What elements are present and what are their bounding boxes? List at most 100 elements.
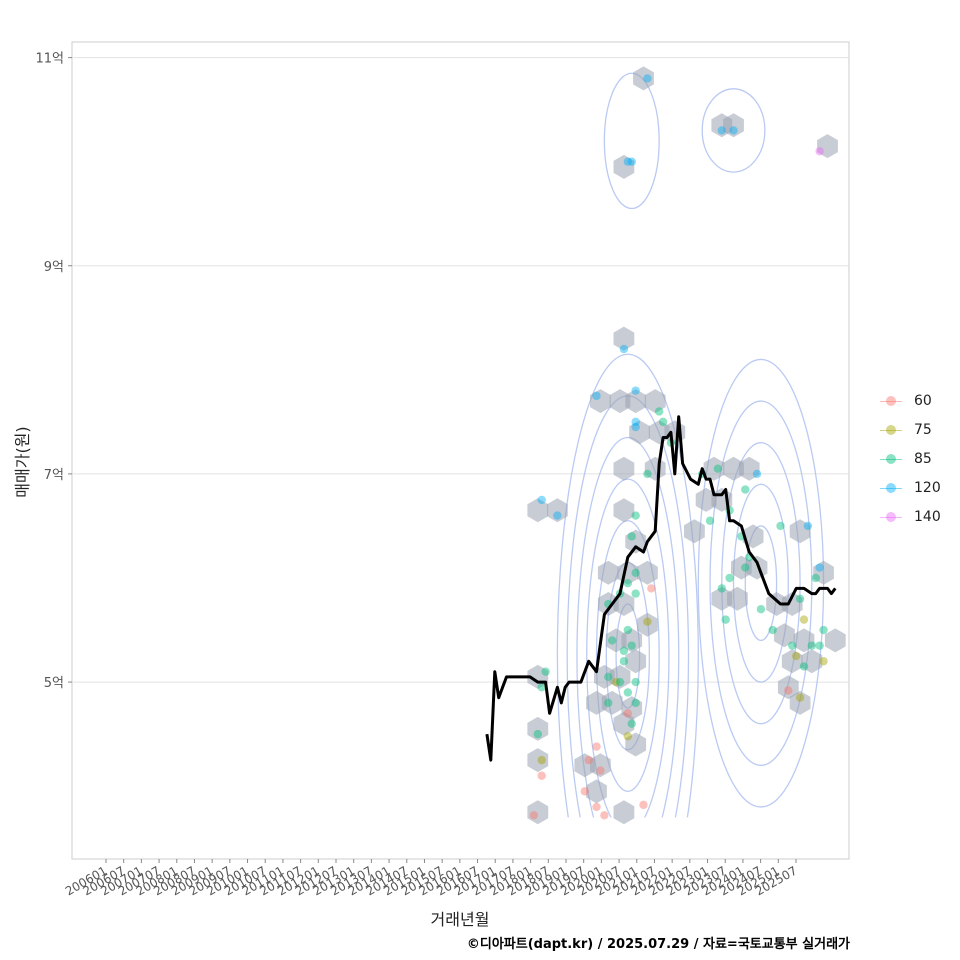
hexbin-cell	[727, 586, 748, 611]
y-tick-label: 11억	[35, 52, 64, 67]
data-point-120	[643, 74, 652, 83]
data-point-85	[705, 516, 715, 525]
data-point-85	[541, 667, 550, 676]
legend-label: 120	[914, 479, 941, 496]
hexbin-cell	[731, 555, 752, 580]
data-point-120	[631, 422, 640, 432]
hexbin-cell	[703, 456, 725, 481]
data-point-120	[631, 386, 640, 395]
data-point-75	[795, 693, 805, 702]
hexbin-cell	[789, 690, 811, 715]
x-axis-ticks: 2006012006072007012007072008012008072009…	[63, 859, 800, 899]
hexbin-cell	[613, 326, 635, 351]
data-point-60	[596, 766, 605, 775]
hexbin-cell	[597, 560, 619, 585]
hexbin-cell	[774, 623, 795, 648]
hexbin-cell	[801, 649, 823, 674]
hexbin-cell	[613, 800, 635, 825]
data-point-85	[533, 729, 543, 739]
density-contour	[744, 525, 778, 642]
data-point-75	[791, 651, 801, 661]
data-point-85	[654, 407, 664, 416]
data-point-85	[619, 646, 629, 656]
hexbin-cell	[605, 628, 627, 653]
data-point-85	[799, 662, 809, 671]
data-point-85	[721, 615, 730, 624]
data-point-75	[819, 657, 828, 666]
hexbin-cell	[629, 420, 650, 445]
hexbin-cell	[586, 690, 607, 715]
data-point-120	[752, 469, 762, 479]
data-point-120	[729, 126, 738, 135]
data-point-60	[639, 800, 648, 810]
median-trend-line	[485, 415, 837, 762]
legend-key-icon	[876, 449, 906, 469]
data-point-85	[741, 563, 750, 572]
legend-label: 60	[914, 392, 932, 409]
data-point-75	[611, 677, 621, 687]
data-point-85	[807, 641, 817, 650]
data-point-85	[631, 677, 640, 687]
density-contour	[732, 483, 789, 683]
data-point-85	[811, 573, 820, 583]
data-point-75	[623, 731, 633, 741]
density-contour	[595, 520, 660, 793]
y-axis-label: 매매가(원)	[13, 426, 32, 498]
legend-label: 75	[914, 421, 932, 438]
data-point-85	[776, 521, 785, 531]
data-point-85	[631, 511, 640, 520]
y-tick-label: 5억	[44, 676, 64, 691]
data-point-75	[537, 755, 546, 765]
legend-item-140: 140	[876, 502, 941, 531]
data-point-85	[741, 485, 750, 494]
hexbin-cell	[547, 498, 568, 523]
hexbin-cell	[601, 690, 623, 715]
hexbin-cell	[637, 612, 658, 637]
data-point-85	[788, 641, 797, 650]
data-point-120	[623, 157, 633, 166]
data-point-75	[799, 615, 809, 624]
data-point-85	[623, 688, 633, 697]
hexbin-cell	[625, 732, 647, 757]
data-point-120	[803, 521, 813, 531]
data-point-85	[604, 672, 613, 682]
hexbin-cell	[777, 675, 799, 700]
hexbin-cell	[625, 649, 647, 674]
hexbin-cell	[738, 456, 760, 481]
legend-key-icon	[876, 507, 906, 527]
data-point-85	[795, 594, 805, 604]
data-point-85	[537, 683, 546, 692]
data-point-60	[537, 771, 546, 780]
y-axis-ticks: 5억 7억 9억 11억	[35, 52, 72, 691]
hexbin-cell	[613, 592, 635, 616]
hexbin-cell	[586, 779, 607, 804]
source-caption: ©디아파트(dapt.kr) / 2025.07.29 / 자료=국토교통부 실…	[466, 937, 850, 952]
hexbin-cell	[644, 389, 666, 414]
hexbin-cell	[742, 524, 764, 549]
x-axis-label: 거래년월	[430, 910, 490, 929]
hexbin-cell	[594, 664, 615, 689]
data-point-85	[627, 641, 636, 650]
hexbin-cell	[527, 716, 549, 741]
density-contour	[701, 88, 766, 173]
hexbin-cell	[609, 664, 631, 689]
data-point-75	[643, 617, 652, 626]
hexbin-cell	[625, 529, 647, 554]
data-point-140	[815, 147, 824, 156]
hexbin-cell	[824, 628, 846, 653]
hexbin-cell	[527, 800, 549, 825]
density-contour	[586, 478, 670, 818]
hexbin-cell	[613, 154, 635, 179]
hexbin-cell	[789, 519, 811, 544]
hexbin-cell	[590, 389, 611, 414]
density-contour	[709, 400, 813, 766]
legend-label: 85	[914, 450, 932, 467]
legend-item-120: 120	[876, 473, 941, 502]
hexbin-cell	[633, 66, 654, 91]
data-point-85	[615, 677, 625, 687]
legend-key-icon	[876, 420, 906, 440]
data-point-85	[717, 584, 726, 593]
data-point-120	[553, 511, 562, 520]
data-point-85	[725, 573, 734, 583]
data-point-120	[815, 563, 824, 572]
